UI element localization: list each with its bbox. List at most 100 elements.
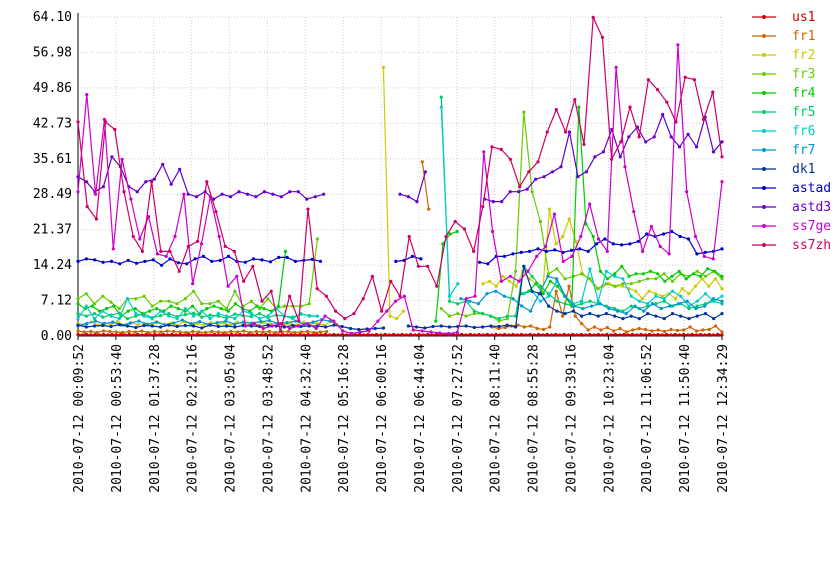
data-point	[84, 304, 88, 308]
legend-label: fr4	[792, 86, 816, 101]
data-point	[93, 258, 97, 262]
data-point	[494, 289, 498, 293]
data-point	[426, 264, 430, 268]
data-point	[421, 333, 426, 337]
data-point	[640, 297, 644, 301]
data-point	[605, 325, 609, 330]
data-point	[394, 299, 398, 303]
series-fr2	[76, 65, 724, 328]
data-point	[659, 307, 663, 311]
data-point	[223, 330, 227, 335]
data-point	[159, 325, 163, 329]
data-point	[126, 258, 130, 262]
data-point	[269, 289, 273, 293]
data-point	[572, 304, 576, 308]
data-point	[669, 333, 673, 337]
data-point	[111, 320, 115, 324]
data-point	[559, 165, 563, 169]
data-point	[529, 324, 533, 328]
data-point	[647, 289, 651, 293]
data-point	[414, 325, 419, 329]
data-point	[111, 247, 115, 251]
data-point	[580, 299, 584, 303]
data-point	[254, 329, 259, 334]
data-point	[288, 326, 292, 331]
data-point	[494, 332, 498, 337]
data-point	[164, 254, 168, 258]
data-point	[703, 304, 707, 308]
data-point	[175, 302, 179, 306]
data-point	[547, 294, 551, 298]
data-point	[282, 304, 286, 308]
data-point	[427, 207, 431, 211]
data-point	[498, 333, 502, 337]
data-point	[598, 269, 603, 273]
data-point	[538, 292, 543, 296]
data-point	[515, 333, 519, 337]
data-point	[407, 234, 411, 239]
x-tick-label: 2010-07-12 01:37:28	[148, 344, 163, 493]
data-point	[205, 180, 209, 184]
data-point	[136, 332, 140, 337]
data-point	[517, 190, 521, 194]
data-point	[555, 309, 559, 313]
data-point	[600, 35, 605, 40]
data-point	[129, 197, 133, 201]
data-point	[577, 105, 581, 109]
data-point	[473, 333, 477, 337]
data-point	[644, 140, 648, 144]
data-point	[268, 333, 272, 337]
data-point	[348, 326, 353, 331]
data-point	[313, 195, 317, 199]
data-point	[643, 333, 647, 337]
data-point	[117, 323, 121, 327]
data-point	[630, 332, 635, 337]
data-point	[224, 319, 228, 323]
data-point	[352, 312, 356, 316]
data-point	[654, 294, 658, 298]
data-point	[685, 299, 689, 303]
legend-label: fr7	[792, 143, 815, 158]
data-point	[592, 333, 596, 337]
data-point	[634, 272, 638, 276]
data-point	[654, 292, 658, 296]
data-point	[170, 332, 174, 337]
data-point	[116, 320, 120, 324]
data-point	[294, 319, 298, 323]
data-point	[502, 254, 507, 258]
data-point	[137, 319, 141, 323]
data-point	[180, 318, 184, 322]
data-point	[501, 274, 505, 278]
data-point	[101, 329, 106, 333]
data-point	[694, 329, 699, 333]
data-point	[255, 332, 259, 337]
data-point	[593, 155, 597, 159]
data-point	[409, 332, 413, 337]
data-point	[254, 195, 258, 199]
data-point	[410, 254, 415, 258]
data-point	[208, 313, 212, 317]
data-point	[248, 330, 252, 335]
data-point	[159, 249, 163, 253]
data-point	[143, 259, 147, 263]
data-point	[101, 294, 105, 298]
data-point	[613, 272, 617, 276]
data-point	[519, 250, 523, 254]
data-point	[591, 15, 595, 20]
data-point	[713, 269, 717, 273]
data-point	[76, 259, 80, 263]
data-point	[485, 332, 489, 337]
data-point	[203, 330, 208, 335]
data-point	[555, 267, 559, 271]
data-point	[260, 299, 264, 303]
data-point	[288, 190, 292, 194]
data-point	[550, 170, 555, 174]
data-point	[161, 162, 165, 166]
data-point	[92, 324, 97, 328]
data-point	[607, 307, 611, 311]
data-point	[146, 322, 150, 326]
data-point	[462, 227, 466, 231]
data-point	[670, 279, 675, 283]
data-point	[444, 234, 448, 239]
data-point	[661, 232, 666, 236]
